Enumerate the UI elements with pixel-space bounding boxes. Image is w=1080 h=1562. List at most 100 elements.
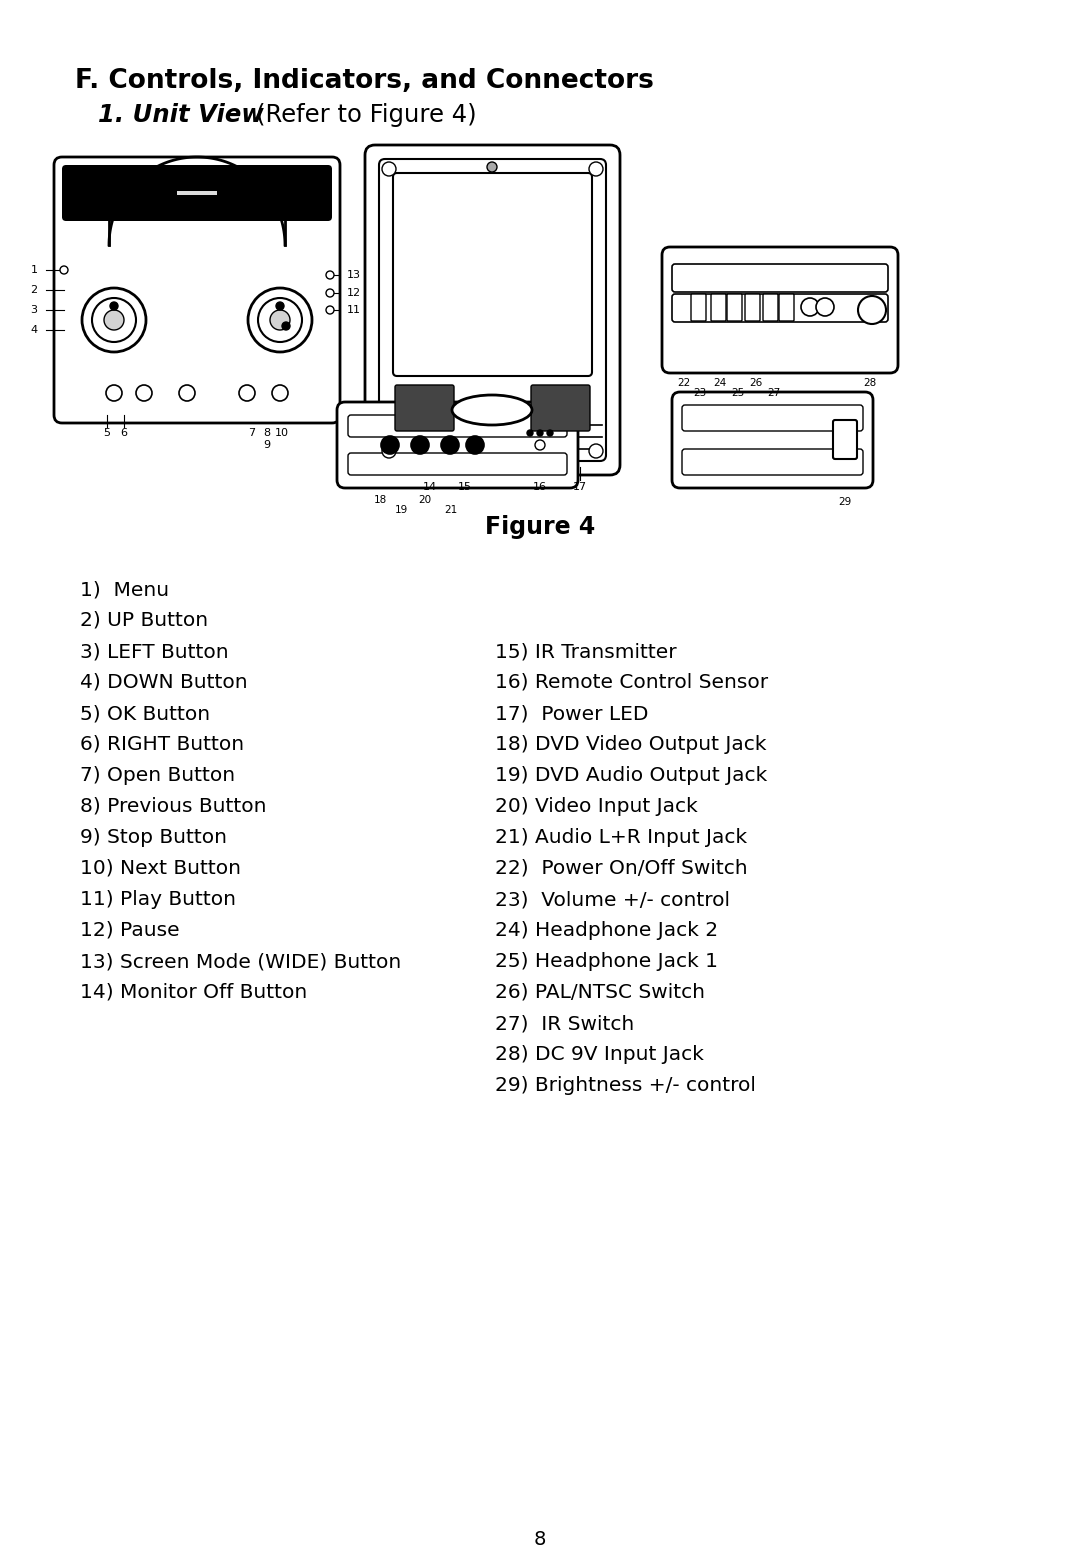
Circle shape (589, 444, 603, 458)
Circle shape (276, 301, 284, 309)
Text: 25) Headphone Jack 1: 25) Headphone Jack 1 (495, 951, 718, 972)
FancyBboxPatch shape (672, 294, 888, 322)
Circle shape (382, 444, 396, 458)
Circle shape (110, 301, 118, 309)
Text: 7) Open Button: 7) Open Button (80, 765, 235, 786)
Circle shape (487, 162, 497, 172)
FancyBboxPatch shape (337, 401, 578, 487)
Bar (177, 191, 217, 195)
Circle shape (326, 289, 334, 297)
Circle shape (445, 440, 455, 450)
Text: 1: 1 (30, 266, 38, 275)
Text: 28: 28 (863, 378, 877, 387)
Text: 25: 25 (731, 387, 744, 398)
Text: 20: 20 (418, 495, 432, 505)
Text: 6) RIGHT Button: 6) RIGHT Button (80, 736, 244, 754)
Circle shape (801, 298, 819, 316)
Text: 26: 26 (750, 378, 762, 387)
FancyBboxPatch shape (672, 264, 888, 292)
Text: 11: 11 (347, 305, 361, 316)
Circle shape (411, 436, 429, 455)
FancyBboxPatch shape (681, 448, 863, 475)
Text: 24: 24 (714, 378, 727, 387)
Circle shape (535, 440, 545, 450)
Circle shape (326, 270, 334, 280)
Text: 8) Previous Button: 8) Previous Button (80, 797, 267, 815)
Text: 14: 14 (423, 483, 437, 492)
Text: 20) Video Input Jack: 20) Video Input Jack (495, 797, 698, 815)
Text: 17)  Power LED: 17) Power LED (495, 704, 648, 723)
Text: 26) PAL/NTSC Switch: 26) PAL/NTSC Switch (495, 982, 705, 1001)
Text: 19: 19 (394, 505, 407, 515)
Circle shape (179, 384, 195, 401)
Text: 27)  IR Switch: 27) IR Switch (495, 1014, 634, 1032)
Text: 1. Unit View: 1. Unit View (98, 103, 264, 127)
Circle shape (106, 384, 122, 401)
Text: 16: 16 (534, 483, 546, 492)
FancyBboxPatch shape (711, 294, 726, 322)
Circle shape (326, 306, 334, 314)
FancyBboxPatch shape (727, 294, 742, 322)
Text: 1)  Menu: 1) Menu (80, 580, 170, 598)
Ellipse shape (453, 395, 532, 425)
Text: 21) Audio L+R Input Jack: 21) Audio L+R Input Jack (495, 828, 747, 847)
Circle shape (441, 436, 459, 455)
FancyBboxPatch shape (833, 420, 858, 459)
FancyBboxPatch shape (745, 294, 760, 322)
Text: 7: 7 (248, 428, 256, 437)
FancyBboxPatch shape (348, 453, 567, 475)
Text: 29: 29 (838, 497, 852, 508)
Text: 29) Brightness +/- control: 29) Brightness +/- control (495, 1076, 756, 1095)
Text: 16) Remote Control Sensor: 16) Remote Control Sensor (495, 673, 768, 692)
Circle shape (381, 436, 399, 455)
Text: (Refer to Figure 4): (Refer to Figure 4) (256, 103, 476, 127)
Text: 15) IR Transmitter: 15) IR Transmitter (495, 642, 677, 661)
Circle shape (136, 384, 152, 401)
Circle shape (282, 322, 291, 330)
Text: 23)  Volume +/- control: 23) Volume +/- control (495, 890, 730, 909)
Text: 2: 2 (30, 284, 38, 295)
Circle shape (104, 309, 124, 330)
Text: 18: 18 (374, 495, 387, 505)
Text: 24) Headphone Jack 2: 24) Headphone Jack 2 (495, 922, 718, 940)
Circle shape (270, 309, 291, 330)
FancyBboxPatch shape (395, 384, 454, 431)
Text: 22)  Power On/Off Switch: 22) Power On/Off Switch (495, 859, 747, 878)
FancyBboxPatch shape (62, 166, 332, 220)
Circle shape (382, 162, 396, 177)
Text: 6: 6 (121, 428, 127, 437)
Text: 28) DC 9V Input Jack: 28) DC 9V Input Jack (495, 1045, 704, 1064)
Circle shape (537, 430, 543, 436)
FancyBboxPatch shape (379, 159, 606, 461)
Text: 4: 4 (30, 325, 38, 334)
FancyBboxPatch shape (779, 294, 794, 322)
Text: 23: 23 (693, 387, 706, 398)
FancyBboxPatch shape (691, 294, 706, 322)
Text: 8: 8 (534, 1531, 546, 1550)
Text: 10: 10 (275, 428, 289, 437)
Text: Figure 4: Figure 4 (485, 515, 595, 539)
FancyBboxPatch shape (672, 392, 873, 487)
Text: 18) DVD Video Output Jack: 18) DVD Video Output Jack (495, 736, 767, 754)
Text: 3) LEFT Button: 3) LEFT Button (80, 642, 229, 661)
FancyBboxPatch shape (531, 384, 590, 431)
Text: 27: 27 (768, 387, 781, 398)
Circle shape (92, 298, 136, 342)
Circle shape (60, 266, 68, 273)
Text: 9) Stop Button: 9) Stop Button (80, 828, 227, 847)
Text: 19) DVD Audio Output Jack: 19) DVD Audio Output Jack (495, 765, 767, 786)
Text: 15: 15 (458, 483, 472, 492)
Text: 2) UP Button: 2) UP Button (80, 611, 208, 629)
Circle shape (465, 436, 484, 455)
Text: 13: 13 (347, 270, 361, 280)
Circle shape (589, 162, 603, 177)
FancyBboxPatch shape (681, 405, 863, 431)
Text: 21: 21 (444, 505, 458, 515)
FancyBboxPatch shape (54, 158, 340, 423)
Circle shape (239, 384, 255, 401)
Circle shape (272, 384, 288, 401)
Text: 3: 3 (30, 305, 38, 316)
FancyBboxPatch shape (762, 294, 778, 322)
Text: 4) DOWN Button: 4) DOWN Button (80, 673, 247, 692)
FancyBboxPatch shape (393, 173, 592, 376)
